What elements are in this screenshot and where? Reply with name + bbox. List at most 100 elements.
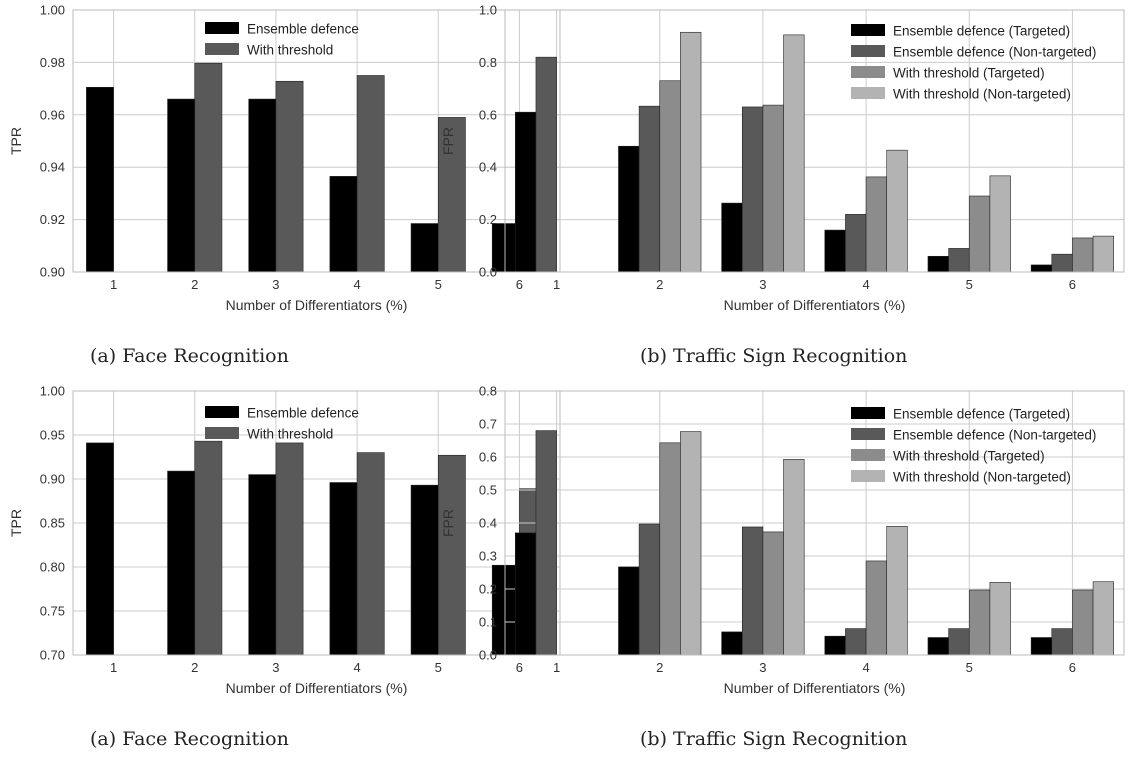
- y-tick-label: 0.1: [479, 615, 497, 630]
- x-tick-label: 2: [191, 277, 198, 292]
- x-tick-label: 4: [353, 277, 360, 292]
- bar-4-3: [783, 34, 805, 273]
- figure-caption: (a) Face Recognition: [90, 345, 289, 367]
- figure-caption: (a) Face Recognition: [90, 728, 289, 750]
- x-axis-label: Number of Differentiators (%): [226, 680, 408, 696]
- y-tick-label: 0.6: [479, 107, 497, 122]
- y-tick-label: 0.92: [40, 212, 65, 227]
- bar-2-5: [437, 454, 466, 656]
- y-tick-label: 0.90: [40, 472, 65, 487]
- bar-1-5: [927, 637, 949, 656]
- bar-2-4: [356, 452, 385, 656]
- bar-2-4: [845, 628, 867, 656]
- bar-1-3: [248, 474, 277, 656]
- bar-1-2: [167, 470, 196, 656]
- x-tick-label: 1: [110, 277, 117, 292]
- bar-2-3: [741, 106, 764, 273]
- chart-panel-2: 0.0 0.2 0.4 0.6 0.8 1.0 1 2 3 4 5 6 Number of Differ…: [440, 3, 1125, 367]
- legend-label: With threshold (Targeted): [893, 449, 1045, 464]
- x-axis-label: Number of Differentiators (%): [724, 680, 906, 696]
- bar-2-2: [638, 105, 661, 273]
- legend-swatch: [851, 428, 885, 440]
- bar-2-4: [356, 75, 385, 273]
- bar-1-3: [248, 98, 277, 273]
- x-tick-label: 1: [553, 660, 560, 675]
- y-tick-label: 0.6: [479, 450, 497, 465]
- legend-swatch: [851, 24, 885, 36]
- legend-swatch: [205, 427, 239, 439]
- plot-frame: [72, 9, 561, 273]
- bar-1-2: [618, 145, 640, 273]
- bar-4-4: [886, 149, 908, 273]
- bar-4-4: [886, 525, 908, 656]
- x-axis-label: Number of Differentiators (%): [226, 297, 408, 313]
- bar-4-6: [1092, 235, 1114, 273]
- x-tick-label: 3: [759, 660, 766, 675]
- y-tick-label: 0.0: [479, 265, 497, 280]
- chart-panel-3: 0.70 0.75 0.80 0.85 0.90 0.95 1.00 1 2 3 4 5 6 Number…: [8, 384, 561, 750]
- bar-1-1: [515, 532, 537, 656]
- bar-1-3: [721, 631, 743, 656]
- y-tick-label: 0.94: [40, 160, 65, 175]
- bar-1-2: [618, 566, 640, 656]
- legend-label: Ensemble defence (Non-targeted): [893, 428, 1096, 443]
- x-tick-label: 6: [516, 277, 523, 292]
- legend-label: Ensemble defence (Targeted): [893, 24, 1070, 39]
- legend-swatch: [851, 45, 885, 57]
- legend-swatch: [851, 87, 885, 99]
- figure-caption: (b) Traffic Sign Recognition: [640, 728, 907, 750]
- legend-label: With threshold (Targeted): [893, 66, 1045, 81]
- legend-label: Ensemble defence (Targeted): [893, 407, 1070, 422]
- bar-3-3: [762, 104, 784, 273]
- bar-4-6: [1092, 581, 1114, 656]
- bar-2-1: [535, 430, 557, 656]
- y-tick-label: 0.95: [40, 428, 65, 443]
- legend-label: Ensemble defence (Non-targeted): [893, 45, 1096, 60]
- legend-label: With threshold (Non-targeted): [893, 87, 1071, 102]
- bar-3-4: [865, 560, 888, 656]
- y-tick-label: 1.00: [40, 3, 65, 18]
- legend-label: Ensemble defence: [247, 22, 359, 37]
- x-tick-label: 4: [353, 660, 360, 675]
- bar-2-3: [275, 80, 304, 273]
- y-tick-label: 0.90: [40, 265, 65, 280]
- x-tick-label: 5: [966, 660, 973, 675]
- y-tick-label: 1.00: [40, 384, 65, 399]
- bar-1-5: [410, 484, 439, 656]
- bar-1-4: [329, 176, 358, 273]
- bar-1-6: [1030, 637, 1053, 656]
- bar-3-3: [762, 531, 784, 656]
- bar-1-4: [329, 482, 358, 656]
- legend-label: With threshold: [247, 427, 333, 442]
- bar-2-6: [1051, 628, 1073, 656]
- y-tick-label: 0.98: [40, 55, 65, 70]
- x-tick-label: 2: [191, 660, 198, 675]
- bar-1-1: [86, 442, 114, 656]
- bar-1-6: [491, 223, 520, 273]
- y-tick-label: 0.4: [479, 160, 497, 175]
- bar-2-4: [845, 214, 867, 273]
- legend-label: With threshold: [247, 43, 333, 58]
- bar-1-1: [515, 111, 537, 273]
- bar-3-6: [1072, 589, 1094, 656]
- x-tick-label: 4: [862, 660, 869, 675]
- legend-swatch: [851, 470, 885, 482]
- bar-4-5: [989, 582, 1011, 656]
- y-axis-label: FPR: [440, 509, 456, 537]
- y-tick-label: 1.0: [479, 3, 497, 18]
- bar-2-1: [535, 56, 557, 273]
- bar-4-5: [989, 175, 1011, 273]
- bar-2-3: [275, 442, 304, 656]
- legend-swatch: [205, 406, 239, 418]
- plot-frame: [504, 390, 1125, 656]
- bar-2-6: [1051, 253, 1073, 273]
- bar-4-2: [680, 31, 702, 273]
- legend-swatch: [851, 66, 885, 78]
- bar-1-4: [824, 635, 846, 656]
- bar-2-2: [194, 62, 223, 273]
- bar-3-6: [1072, 237, 1094, 273]
- y-tick-label: 0.2: [479, 212, 497, 227]
- bar-3-5: [968, 589, 991, 656]
- y-tick-label: 0.4: [479, 516, 497, 531]
- x-tick-label: 1: [110, 660, 117, 675]
